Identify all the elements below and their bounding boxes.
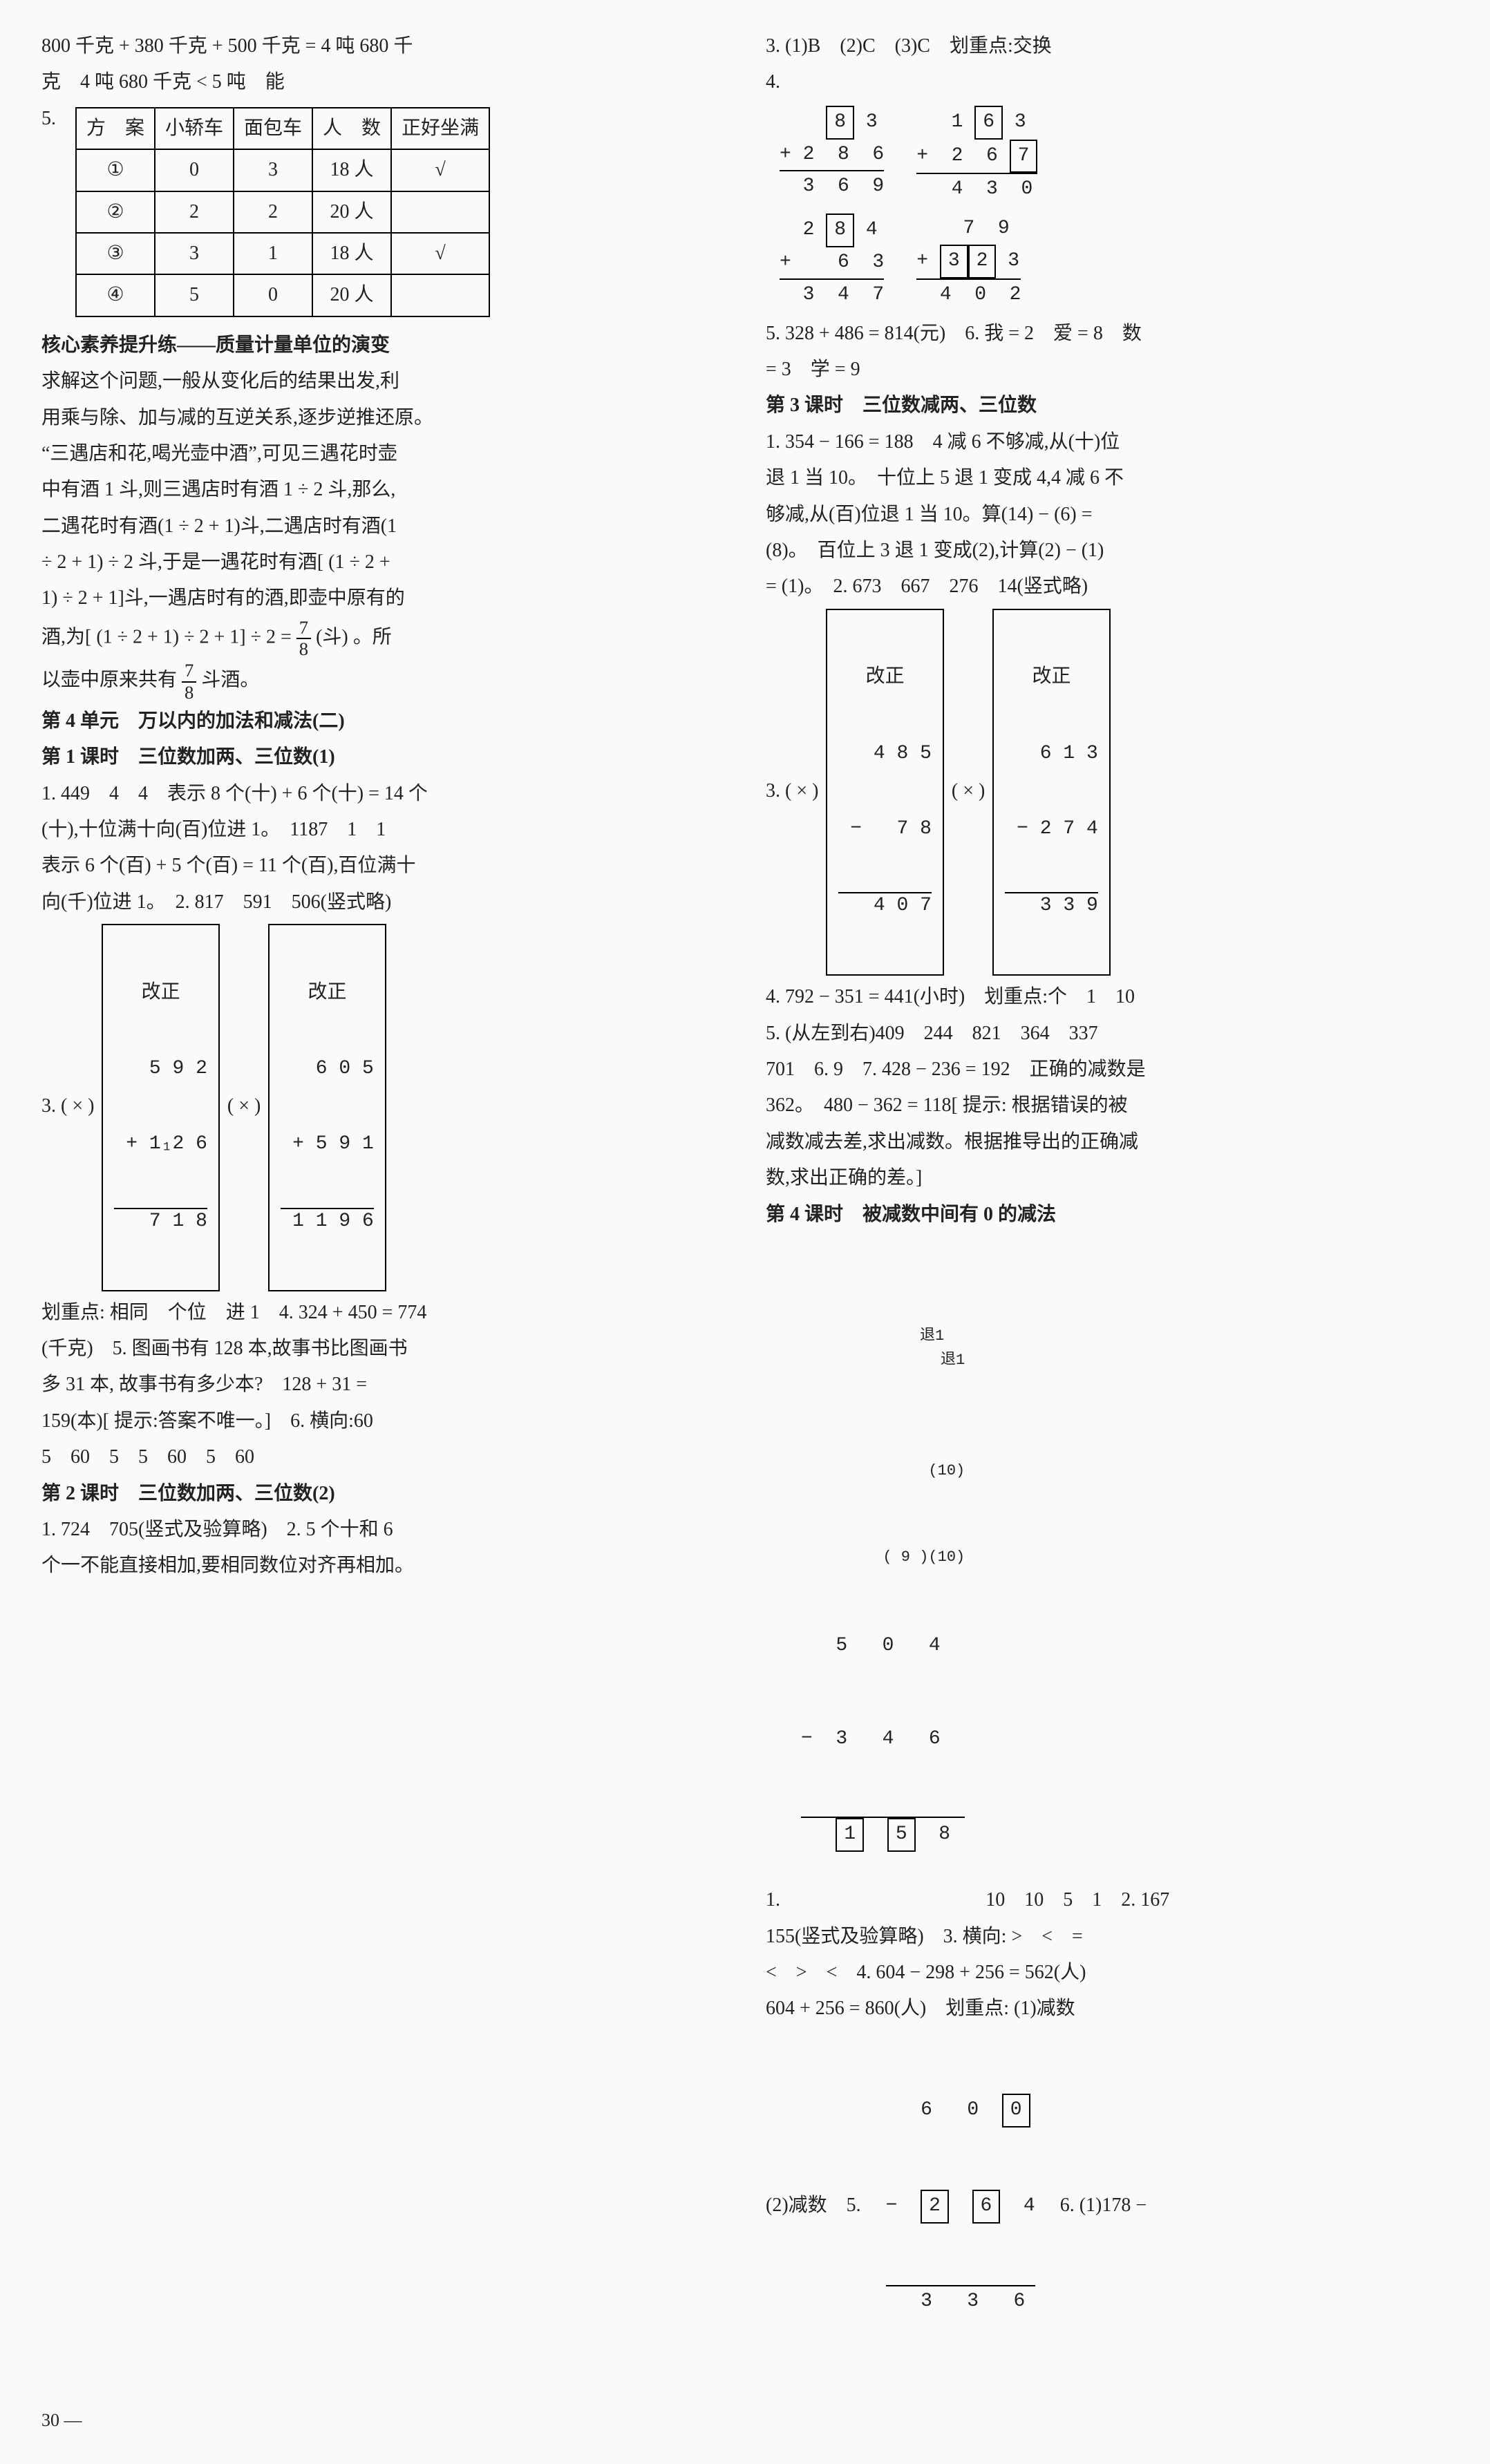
text-line: 向(千)位进 1。 2. 817 591 506(竖式略) bbox=[41, 885, 724, 920]
subtraction-work: 1. 退1 退1 (10) ( 9 )(10) 5 0 4 − 3 4 6 1 … bbox=[766, 1233, 1449, 1918]
table-cell: ② bbox=[76, 191, 155, 233]
table-cell bbox=[391, 191, 489, 233]
table-cell: 0 bbox=[155, 149, 234, 191]
vertical-calc: 改正 4 8 5 − 7 8 4 0 7 bbox=[826, 609, 943, 976]
text-line: = (1)。 2. 673 667 276 14(竖式略) bbox=[766, 569, 1449, 604]
text-line: 退 1 当 10。 十位上 5 退 1 变成 4,4 减 6 不 bbox=[766, 461, 1449, 495]
text-line: 4. 792 − 351 = 441(小时) 划重点:个 1 10 bbox=[766, 980, 1449, 1014]
text-line: 604 + 256 = 860(人) 划重点: (1)减数 bbox=[766, 1991, 1449, 2026]
table-cell: 20 人 bbox=[312, 274, 391, 316]
text-line: 个一不能直接相加,要相同数位对齐再相加。 bbox=[41, 1548, 724, 1583]
table-header: 面包车 bbox=[234, 108, 312, 149]
fraction: 7 8 bbox=[182, 661, 196, 703]
table-row: ①0318 人√ bbox=[76, 149, 489, 191]
text-line: 以壶中原来共有 7 8 斗酒。 bbox=[41, 661, 724, 703]
table-cell: ④ bbox=[76, 274, 155, 316]
page-number: 30 — bbox=[41, 2405, 1449, 2437]
text-line: 酒,为[ (1 ÷ 2 + 1) ÷ 2 + 1] ÷ 2 = 7 8 (斗) … bbox=[41, 618, 724, 660]
text-line: 多 31 本, 故事书有多少本? 128 + 31 = bbox=[41, 1367, 724, 1402]
text-line: 362。 480 − 362 = 118[ 提示: 根据错误的被 bbox=[766, 1088, 1449, 1123]
table-row: ②2220 人 bbox=[76, 191, 489, 233]
table-cell: ③ bbox=[76, 233, 155, 274]
table-cell: √ bbox=[391, 233, 489, 274]
addition-grid: 8 3+ 2 8 6 3 6 9 1 6 3+ 2 6 7 4 3 0 2 8 … bbox=[766, 102, 1449, 315]
table-cell: 1 bbox=[234, 233, 312, 274]
right-column: 3. (1)B (2)C (3)C 划重点:交换 4. 8 3+ 2 8 6 3… bbox=[766, 28, 1449, 2384]
lesson-title: 第 1 课时 三位数加两、三位数(1) bbox=[41, 740, 724, 775]
vertical-calc: 改正 6 1 3 − 2 7 4 3 3 9 bbox=[992, 609, 1110, 976]
vertical-calc: 改正 6 0 5 + 5 9 1 1 1 9 6 bbox=[268, 924, 386, 1291]
text-line: “三遇店和花,喝光壶中酒”,可见三遇花时壶 bbox=[41, 437, 724, 471]
table-cell: 2 bbox=[234, 191, 312, 233]
unit-title: 第 4 单元 万以内的加法和减法(二) bbox=[41, 704, 724, 739]
text-line: 划重点: 相同 个位 进 1 4. 324 + 450 = 774 bbox=[41, 1296, 724, 1330]
text-line: 5 60 5 5 60 5 60 bbox=[41, 1440, 724, 1475]
plan-table: 方 案小轿车面包车人 数正好坐满 ①0318 人√②2220 人③3118 人√… bbox=[75, 107, 490, 317]
table-row: ④5020 人 bbox=[76, 274, 489, 316]
lesson-title: 第 2 课时 三位数加两、三位数(2) bbox=[41, 1477, 724, 1511]
left-column: 800 千克 + 380 千克 + 500 千克 = 4 吨 680 千 克 4… bbox=[41, 28, 724, 2384]
text-line: 够减,从(百)位退 1 当 10。算(14) − (6) = bbox=[766, 497, 1449, 532]
table-cell: 0 bbox=[234, 274, 312, 316]
table-cell: 2 bbox=[155, 191, 234, 233]
calc-row: 3. ( × ) 改正 4 8 5 − 7 8 4 0 7 ( × ) 改正 6… bbox=[766, 606, 1449, 978]
vertical-calc: 改正 5 9 2 + 1₁2 6 7 1 8 bbox=[102, 924, 219, 1291]
section-title: 核心素养提升练——质量计量单位的演变 bbox=[41, 328, 724, 363]
text-line: 800 千克 + 380 千克 + 500 千克 = 4 吨 680 千 bbox=[41, 29, 724, 64]
text-line: 5. (从左到右)409 244 821 364 337 bbox=[766, 1016, 1449, 1051]
text-line: 155(竖式及验算略) 3. 横向: > < = bbox=[766, 1920, 1449, 1954]
lesson-title: 第 3 课时 三位数减两、三位数 bbox=[766, 388, 1449, 423]
table-cell: 18 人 bbox=[312, 149, 391, 191]
text-line: 1) ÷ 2 + 1]斗,一遇店时有的酒,即壶中原有的 bbox=[41, 581, 724, 616]
text-line: 数,求出正确的差。] bbox=[766, 1161, 1449, 1195]
table-cell: √ bbox=[391, 149, 489, 191]
text-line: 1. 724 705(竖式及验算略) 2. 5 个十和 6 bbox=[41, 1513, 724, 1547]
text-line: 减数减去差,求出减数。根据推导出的正确减 bbox=[766, 1125, 1449, 1159]
text-line: (8)。 百位上 3 退 1 变成(2),计算(2) − (1) bbox=[766, 533, 1449, 568]
text-line: 求解这个问题,一般从变化后的结果出发,利 bbox=[41, 364, 724, 399]
text-line: 二遇花时有酒(1 ÷ 2 + 1)斗,二遇店时有酒(1 bbox=[41, 509, 724, 544]
calc-row: 3. ( × ) 改正 5 9 2 + 1₁2 6 7 1 8 ( × ) 改正… bbox=[41, 921, 724, 1293]
text-line: 4. bbox=[766, 65, 1449, 99]
text-line: 5. 328 + 486 = 814(元) 6. 我 = 2 爱 = 8 数 bbox=[766, 316, 1449, 351]
table-header: 人 数 bbox=[312, 108, 391, 149]
text-line: < > < 4. 604 − 298 + 256 = 562(人) bbox=[766, 1955, 1449, 1990]
text-line: 用乘与除、加与减的互逆关系,逐步逆推还原。 bbox=[41, 401, 724, 435]
text-line: 701 6. 9 7. 428 − 236 = 192 正确的减数是 bbox=[766, 1052, 1449, 1087]
final-calc: (2)减数 5. 6 0 0 − 2 6 4 3 3 6 6. (1)178 − bbox=[766, 2028, 1449, 2384]
text-line: 3. (1)B (2)C (3)C 划重点:交换 bbox=[766, 29, 1449, 64]
text-line: ÷ 2 + 1) ÷ 2 斗,于是一遇花时有酒[ (1 ÷ 2 + bbox=[41, 545, 724, 580]
table-cell: 3 bbox=[155, 233, 234, 274]
lesson-title: 第 4 课时 被减数中间有 0 的减法 bbox=[766, 1197, 1449, 1232]
text-line: = 3 学 = 9 bbox=[766, 352, 1449, 387]
table-cell: 20 人 bbox=[312, 191, 391, 233]
text-line: 1. 449 4 4 表示 8 个(十) + 6 个(十) = 14 个 bbox=[41, 777, 724, 811]
text-line: 中有酒 1 斗,则三遇店时有酒 1 ÷ 2 斗,那么, bbox=[41, 473, 724, 507]
table-header: 方 案 bbox=[76, 108, 155, 149]
table-cell bbox=[391, 274, 489, 316]
text-line: (千克) 5. 图画书有 128 本,故事书比图画书 bbox=[41, 1331, 724, 1366]
table-cell: ① bbox=[76, 149, 155, 191]
text-line: 克 4 吨 680 千克 < 5 吨 能 bbox=[41, 65, 724, 99]
table-cell: 18 人 bbox=[312, 233, 391, 274]
table-label: 5. bbox=[41, 102, 56, 327]
table-header: 小轿车 bbox=[155, 108, 234, 149]
text-line: 159(本)[ 提示:答案不唯一。] 6. 横向:60 bbox=[41, 1404, 724, 1439]
table-cell: 3 bbox=[234, 149, 312, 191]
text-line: 表示 6 个(百) + 5 个(百) = 11 个(百),百位满十 bbox=[41, 849, 724, 883]
table-header: 正好坐满 bbox=[391, 108, 489, 149]
text-line: 1. 354 − 166 = 188 4 减 6 不够减,从(十)位 bbox=[766, 425, 1449, 459]
table-row: ③3118 人√ bbox=[76, 233, 489, 274]
table-cell: 5 bbox=[155, 274, 234, 316]
text-line: (十),十位满十向(百)位进 1。 1187 1 1 bbox=[41, 813, 724, 847]
fraction: 7 8 bbox=[296, 618, 311, 660]
